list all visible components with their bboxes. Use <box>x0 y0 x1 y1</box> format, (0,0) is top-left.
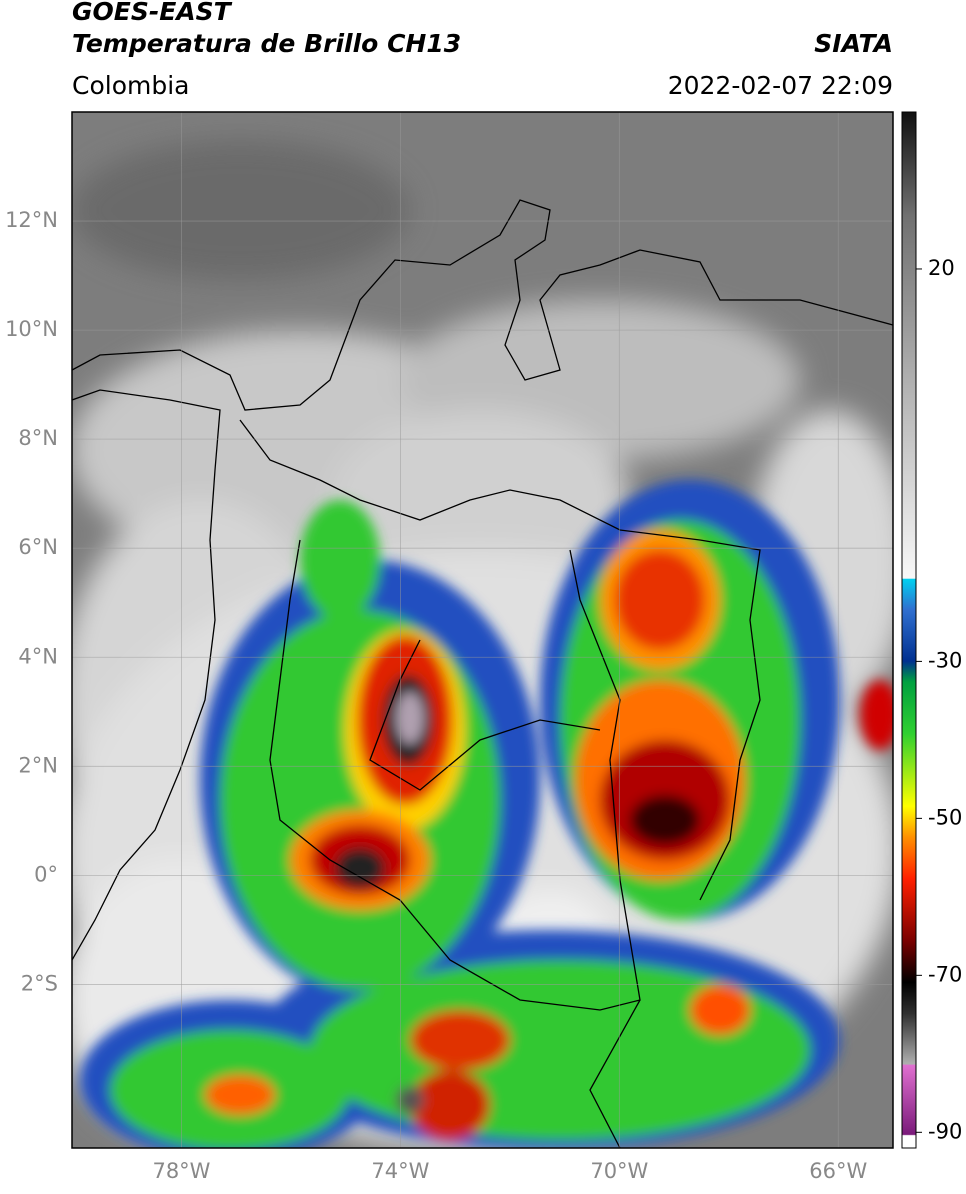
lat-tick-label: 0° <box>34 862 58 886</box>
region: Colombia <box>72 71 189 100</box>
colorbar <box>901 111 917 1149</box>
satellite-image <box>72 112 893 1148</box>
lat-tick-label: 4°N <box>18 644 58 668</box>
colorbar-tick-label: -30 <box>928 648 962 672</box>
lat-tick-label: 2°S <box>21 971 58 995</box>
title: GOES-EAST <box>72 0 233 26</box>
colorbar-tick-label: -70 <box>928 962 962 986</box>
lon-tick-label: 70°W <box>590 1159 648 1183</box>
source: SIATA <box>814 29 893 58</box>
lon-tick-label: 78°W <box>152 1159 210 1183</box>
colorbar-tick-label: -90 <box>928 1119 962 1143</box>
lat-tick-label: 10°N <box>5 317 58 341</box>
colorbar-tick-label: -50 <box>928 805 962 829</box>
lat-tick-label: 6°N <box>18 535 58 559</box>
lat-tick-label: 12°N <box>5 208 58 232</box>
lat-tick-label: 8°N <box>18 426 58 450</box>
map-frame <box>71 111 894 1149</box>
lat-tick-label: 2°N <box>18 753 58 777</box>
subtitle: Temperatura de Brillo CH13 <box>72 29 461 58</box>
colorbar-tick-label: 20 <box>928 256 955 280</box>
datetime: 2022-02-07 22:09 <box>668 71 893 100</box>
lon-tick-label: 74°W <box>371 1159 429 1183</box>
lon-tick-label: 66°W <box>809 1159 867 1183</box>
